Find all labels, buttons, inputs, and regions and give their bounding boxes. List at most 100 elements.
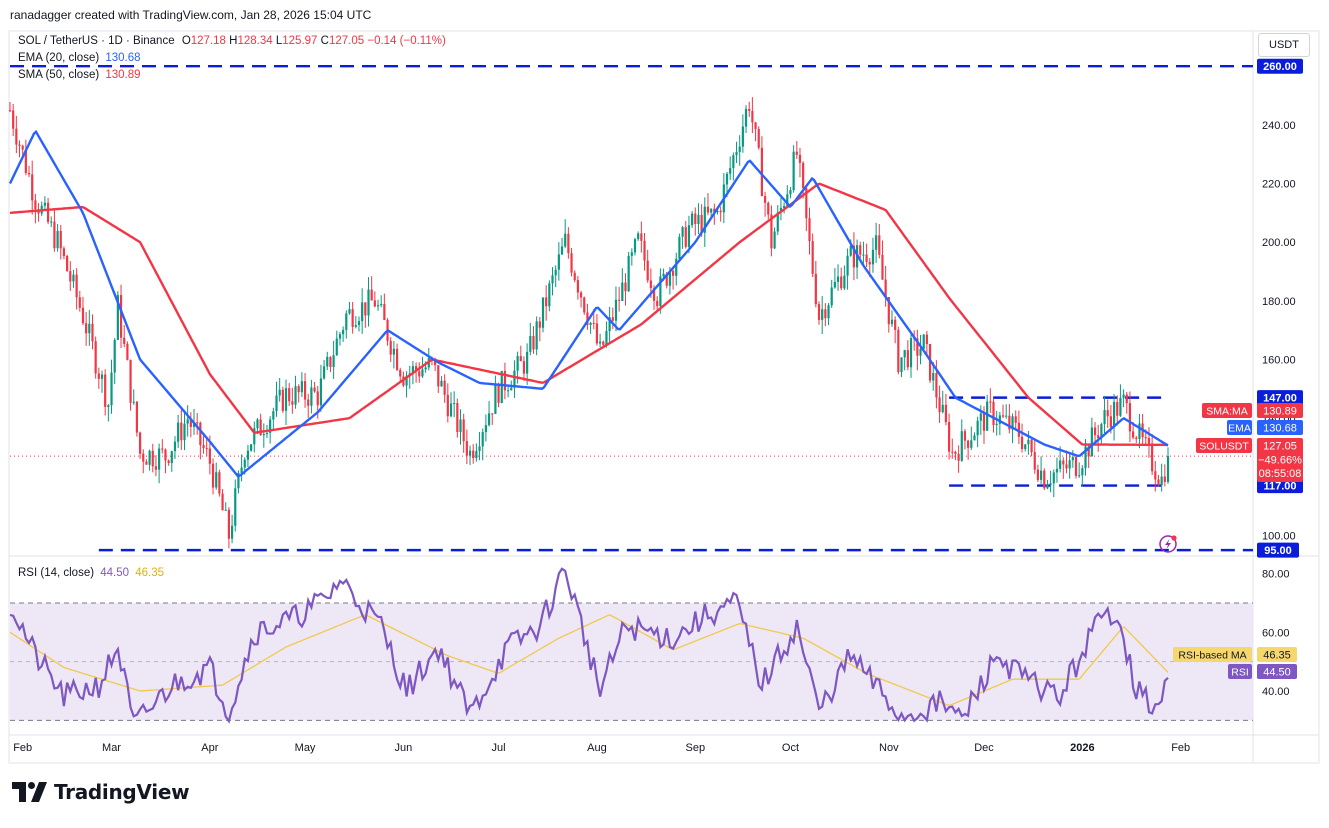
candle-body (681, 227, 684, 237)
candle-body (284, 388, 288, 411)
candle-body (516, 356, 519, 371)
sma-legend[interactable]: SMA (50, close) 130.89 (18, 69, 141, 81)
candle-body (925, 334, 928, 345)
candle-body (24, 149, 27, 173)
candle-body (167, 460, 170, 464)
candle-body (72, 274, 75, 282)
candle-body (567, 233, 570, 254)
candle-body (551, 275, 554, 284)
candle-body (554, 269, 557, 276)
candle-body (1147, 437, 1151, 444)
candle-body (951, 451, 954, 453)
candle-body (100, 374, 104, 379)
ema-legend[interactable]: EMA (20, close) 130.68 (18, 52, 141, 64)
candle-body (706, 206, 710, 213)
candle-body (1132, 431, 1135, 438)
candle-body (821, 309, 824, 320)
candle-body (1160, 476, 1163, 486)
candle-body (1055, 468, 1059, 473)
symbol-badge-price: 127.05 (1263, 441, 1297, 453)
candle-body (59, 230, 62, 249)
candle-body (751, 111, 754, 123)
candle-body (973, 435, 976, 441)
rsi-legend[interactable]: RSI (14, close) 44.50 46.35 (18, 567, 164, 579)
candle-body (716, 210, 719, 213)
candle-body (94, 341, 97, 374)
candle-body (1151, 443, 1154, 472)
candle-body (808, 218, 811, 242)
candle-body (278, 389, 281, 396)
candle-body (1090, 427, 1093, 457)
candle-body (66, 256, 69, 272)
rsi-ma-badge: RSI-based MA 46.35 (1173, 647, 1297, 662)
candle-body (890, 319, 894, 325)
candle-body (78, 297, 81, 308)
candle-body (1059, 460, 1062, 469)
candle-body (475, 451, 478, 459)
candle-body (668, 270, 672, 286)
candle-body (992, 401, 995, 426)
time-tick-label: Mar (102, 742, 121, 754)
candle-body (960, 431, 963, 461)
candle-body (1033, 452, 1036, 470)
symbol-legend[interactable]: SOL / TetherUS · 1D · Binance O127.18 H1… (18, 35, 446, 47)
candle-body (43, 202, 46, 206)
support-resistance-levels (10, 64, 1253, 552)
candle-body (573, 272, 576, 281)
candle-body (275, 395, 278, 412)
candle-body (548, 283, 551, 307)
lightning-icon[interactable] (1159, 535, 1177, 553)
candle-body (671, 270, 675, 276)
candle-body (995, 423, 998, 426)
candle-body (871, 249, 875, 265)
candle-body (703, 206, 706, 233)
candle-body (538, 321, 541, 328)
tradingview-logo[interactable]: TradingView (12, 780, 190, 804)
candle-body (754, 122, 757, 129)
candle-body (865, 254, 868, 262)
candle-body (519, 356, 522, 362)
candle-body (1157, 479, 1160, 486)
candle-body (8, 110, 12, 112)
candle-body (243, 459, 246, 468)
candle-body (211, 463, 215, 488)
candle-body (414, 366, 418, 372)
time-tick-label: Nov (879, 742, 899, 754)
level-badge-147: 147.00 (1257, 390, 1303, 406)
time-tick-label: Oct (782, 742, 799, 754)
currency-button[interactable]: USDT (1258, 33, 1310, 57)
candle-body (662, 273, 665, 277)
rsi-legend-label: RSI (14, close) (18, 567, 95, 579)
candle-body (250, 444, 253, 451)
ohlc-high: 128.34 (237, 35, 273, 47)
candle-body (468, 450, 472, 456)
candle-body (256, 419, 259, 429)
candle-body (123, 337, 126, 344)
candle-body (322, 366, 326, 379)
candle-body (173, 441, 177, 452)
time-tick-label: Dec (974, 742, 994, 754)
candle-body (649, 280, 652, 289)
candle-body (351, 309, 354, 327)
candle-body (710, 208, 713, 213)
candle-body (180, 422, 183, 441)
candle-body (437, 365, 440, 387)
candle-body (541, 297, 545, 328)
candle-body (906, 350, 909, 368)
candle-body (1043, 470, 1046, 489)
candle-body (757, 128, 760, 148)
price-tick-label: 220.00 (1262, 179, 1296, 191)
candle-body (656, 300, 659, 307)
candle-body (840, 276, 843, 289)
candle-body (805, 188, 808, 219)
candle-body (938, 397, 941, 413)
ema-badge: EMA 130.68 (1227, 420, 1303, 435)
time-axis-ticks: Feb Mar Apr May Jun Jul Aug Sep Oct Nov Dec 2026 Feb (13, 742, 1190, 754)
candle-body (1112, 402, 1116, 428)
candle-body (1024, 444, 1027, 450)
candle-body (107, 405, 110, 407)
candle-body (164, 449, 167, 461)
candle-body (1020, 436, 1024, 450)
candle-body (729, 168, 732, 174)
